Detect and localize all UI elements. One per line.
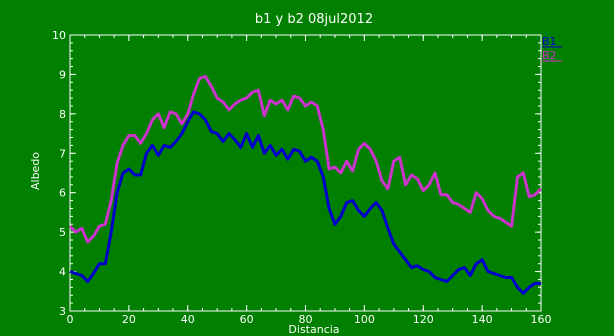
series-line-b2: [68, 74, 543, 244]
x-tick-label: 100: [354, 313, 375, 326]
legend-label-b1: B1: [542, 35, 557, 48]
y-tick-label: 4: [59, 266, 66, 279]
chart-title: b1 y b2 08jul2012: [255, 12, 373, 27]
y-axis-label: Albedo: [29, 152, 42, 190]
y-tick-label: 10: [52, 29, 66, 42]
y-tick-label: 8: [59, 108, 66, 121]
legend-label-b2: B2: [542, 49, 557, 62]
x-tick-label: 160: [531, 313, 552, 326]
x-tick-label: 140: [472, 313, 493, 326]
y-tick-label: 9: [59, 68, 66, 81]
series-line-b1: [69, 110, 541, 295]
y-tick-label: 5: [59, 226, 66, 239]
y-tick-label: 7: [59, 147, 66, 160]
y-tick-label: 3: [59, 305, 66, 318]
x-axis: 0 20 40 60 80 100 120 140 160: [67, 35, 552, 326]
x-tick-label: 20: [122, 313, 136, 326]
series-layer: [68, 74, 543, 295]
x-tick-label: 60: [240, 313, 254, 326]
x-tick-label: 40: [181, 313, 195, 326]
x-tick-label: 120: [413, 313, 434, 326]
y-axis: 3 4 5 6 7 8 9 10: [52, 29, 541, 318]
x-tick-label: 0: [67, 313, 74, 326]
x-axis-label: Distancia: [288, 323, 339, 336]
x-tick-label: 80: [299, 313, 313, 326]
y-tick-label: 6: [59, 187, 66, 200]
